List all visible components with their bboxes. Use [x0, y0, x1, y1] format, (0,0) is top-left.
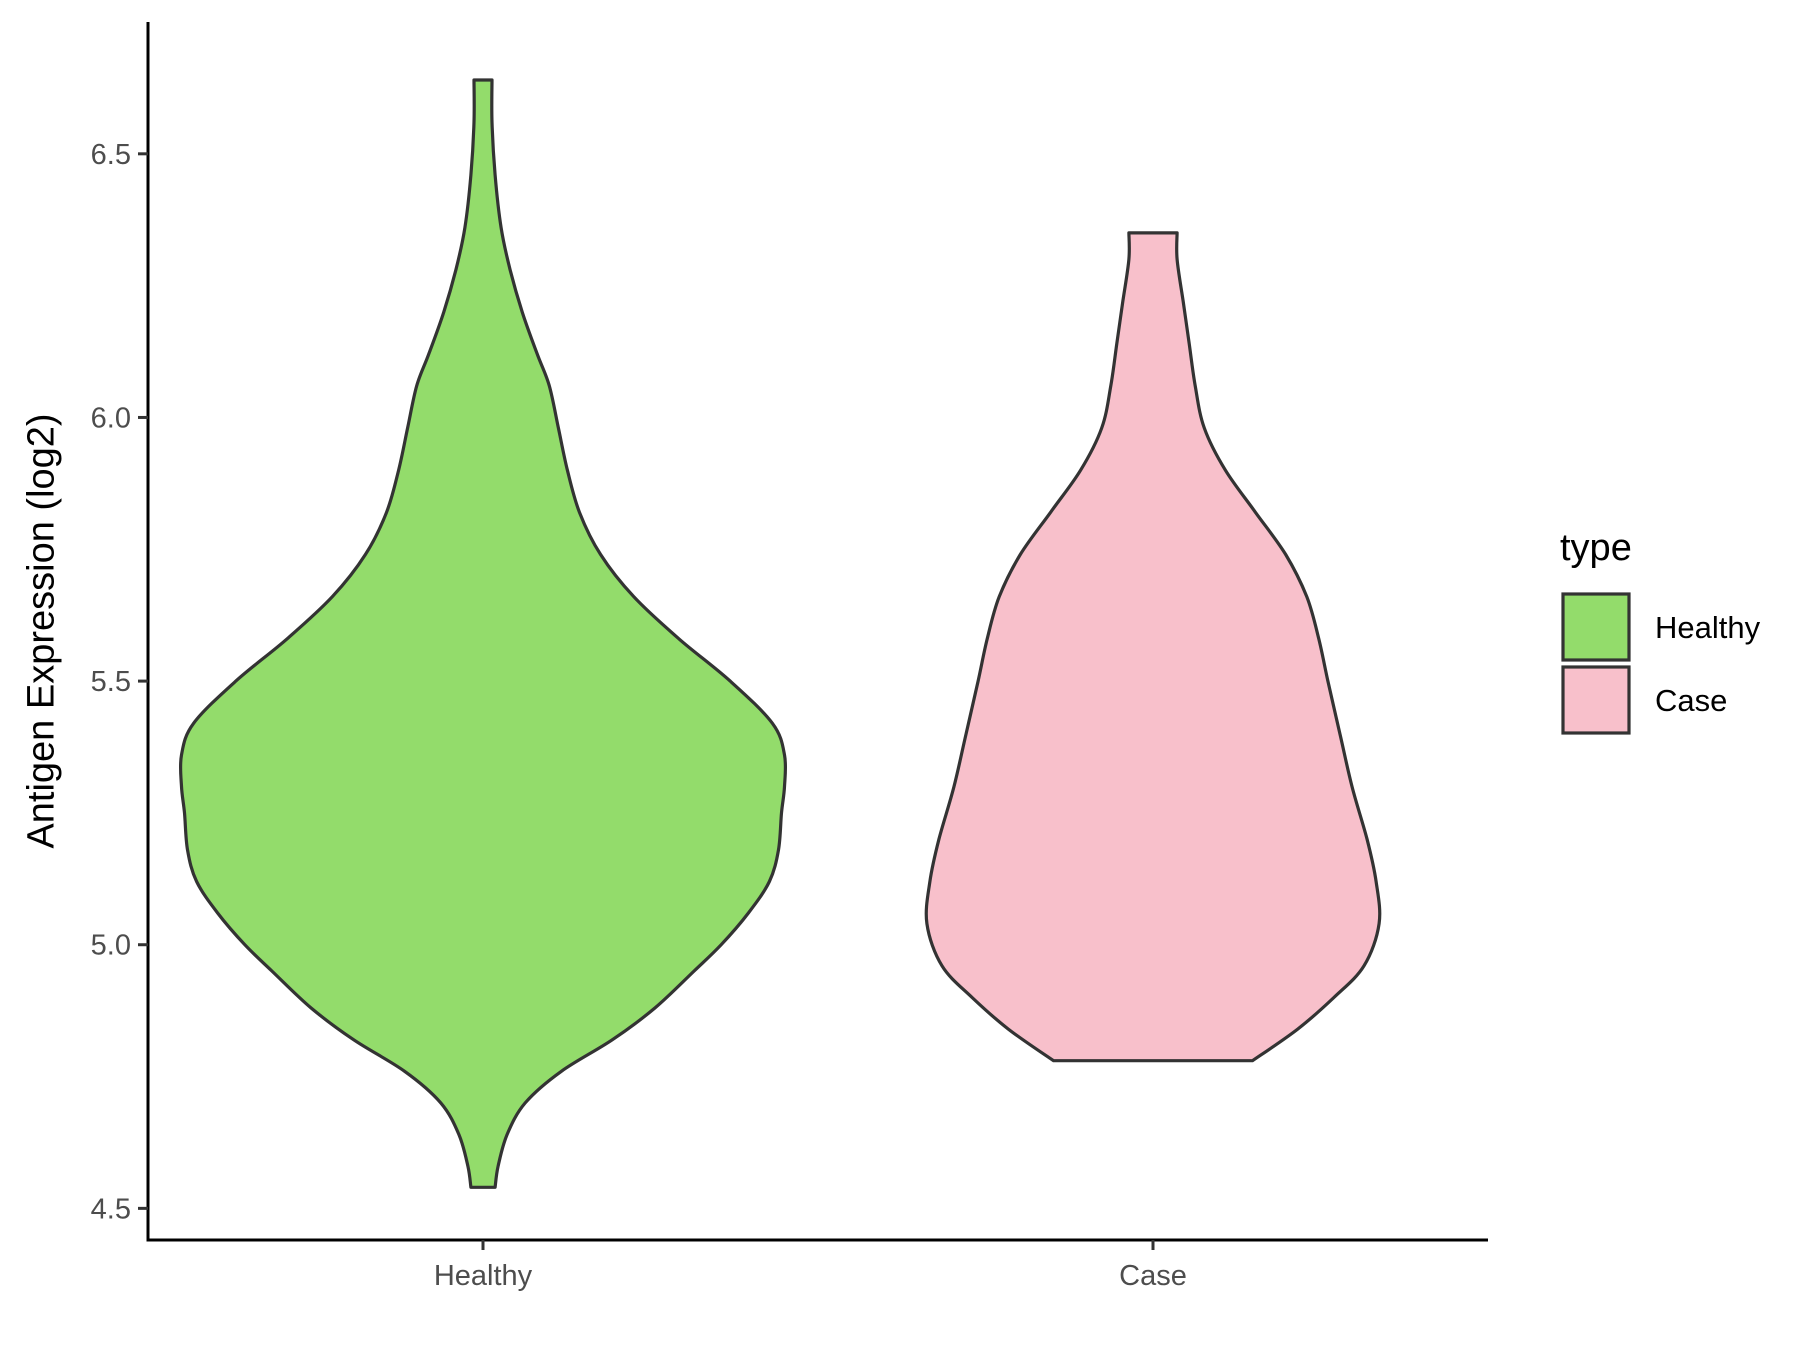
x-tick-label: Case	[1119, 1260, 1187, 1292]
legend-label: Case	[1655, 683, 1727, 718]
violin-layer	[178, 78, 1382, 1189]
violin-healthy	[178, 78, 788, 1189]
legend-swatch	[1561, 592, 1631, 662]
legend-items: Healthy Case	[1561, 592, 1761, 735]
x-axis: Healthy Case	[146, 1238, 1488, 1292]
violin-case	[924, 231, 1382, 1063]
legend-swatch	[1561, 665, 1631, 735]
y-tick-label: 5.0	[91, 930, 131, 962]
legend: type Healthy Case	[1560, 527, 1761, 735]
legend-item-case: Case	[1561, 665, 1727, 735]
legend-title: type	[1560, 527, 1632, 569]
y-axis: 4.5 5.0 5.5 6.0 6.5	[91, 22, 150, 1242]
y-tick-label: 6.0	[91, 402, 131, 434]
y-tick-label: 5.5	[91, 666, 131, 698]
y-tick-label: 6.5	[91, 139, 131, 171]
y-tick-label: 4.5	[91, 1193, 131, 1225]
legend-item-healthy: Healthy	[1561, 592, 1761, 662]
x-tick-label: Healthy	[434, 1260, 533, 1292]
y-axis-title: Antigen Expression (log2)	[20, 413, 62, 848]
legend-label: Healthy	[1655, 610, 1761, 645]
